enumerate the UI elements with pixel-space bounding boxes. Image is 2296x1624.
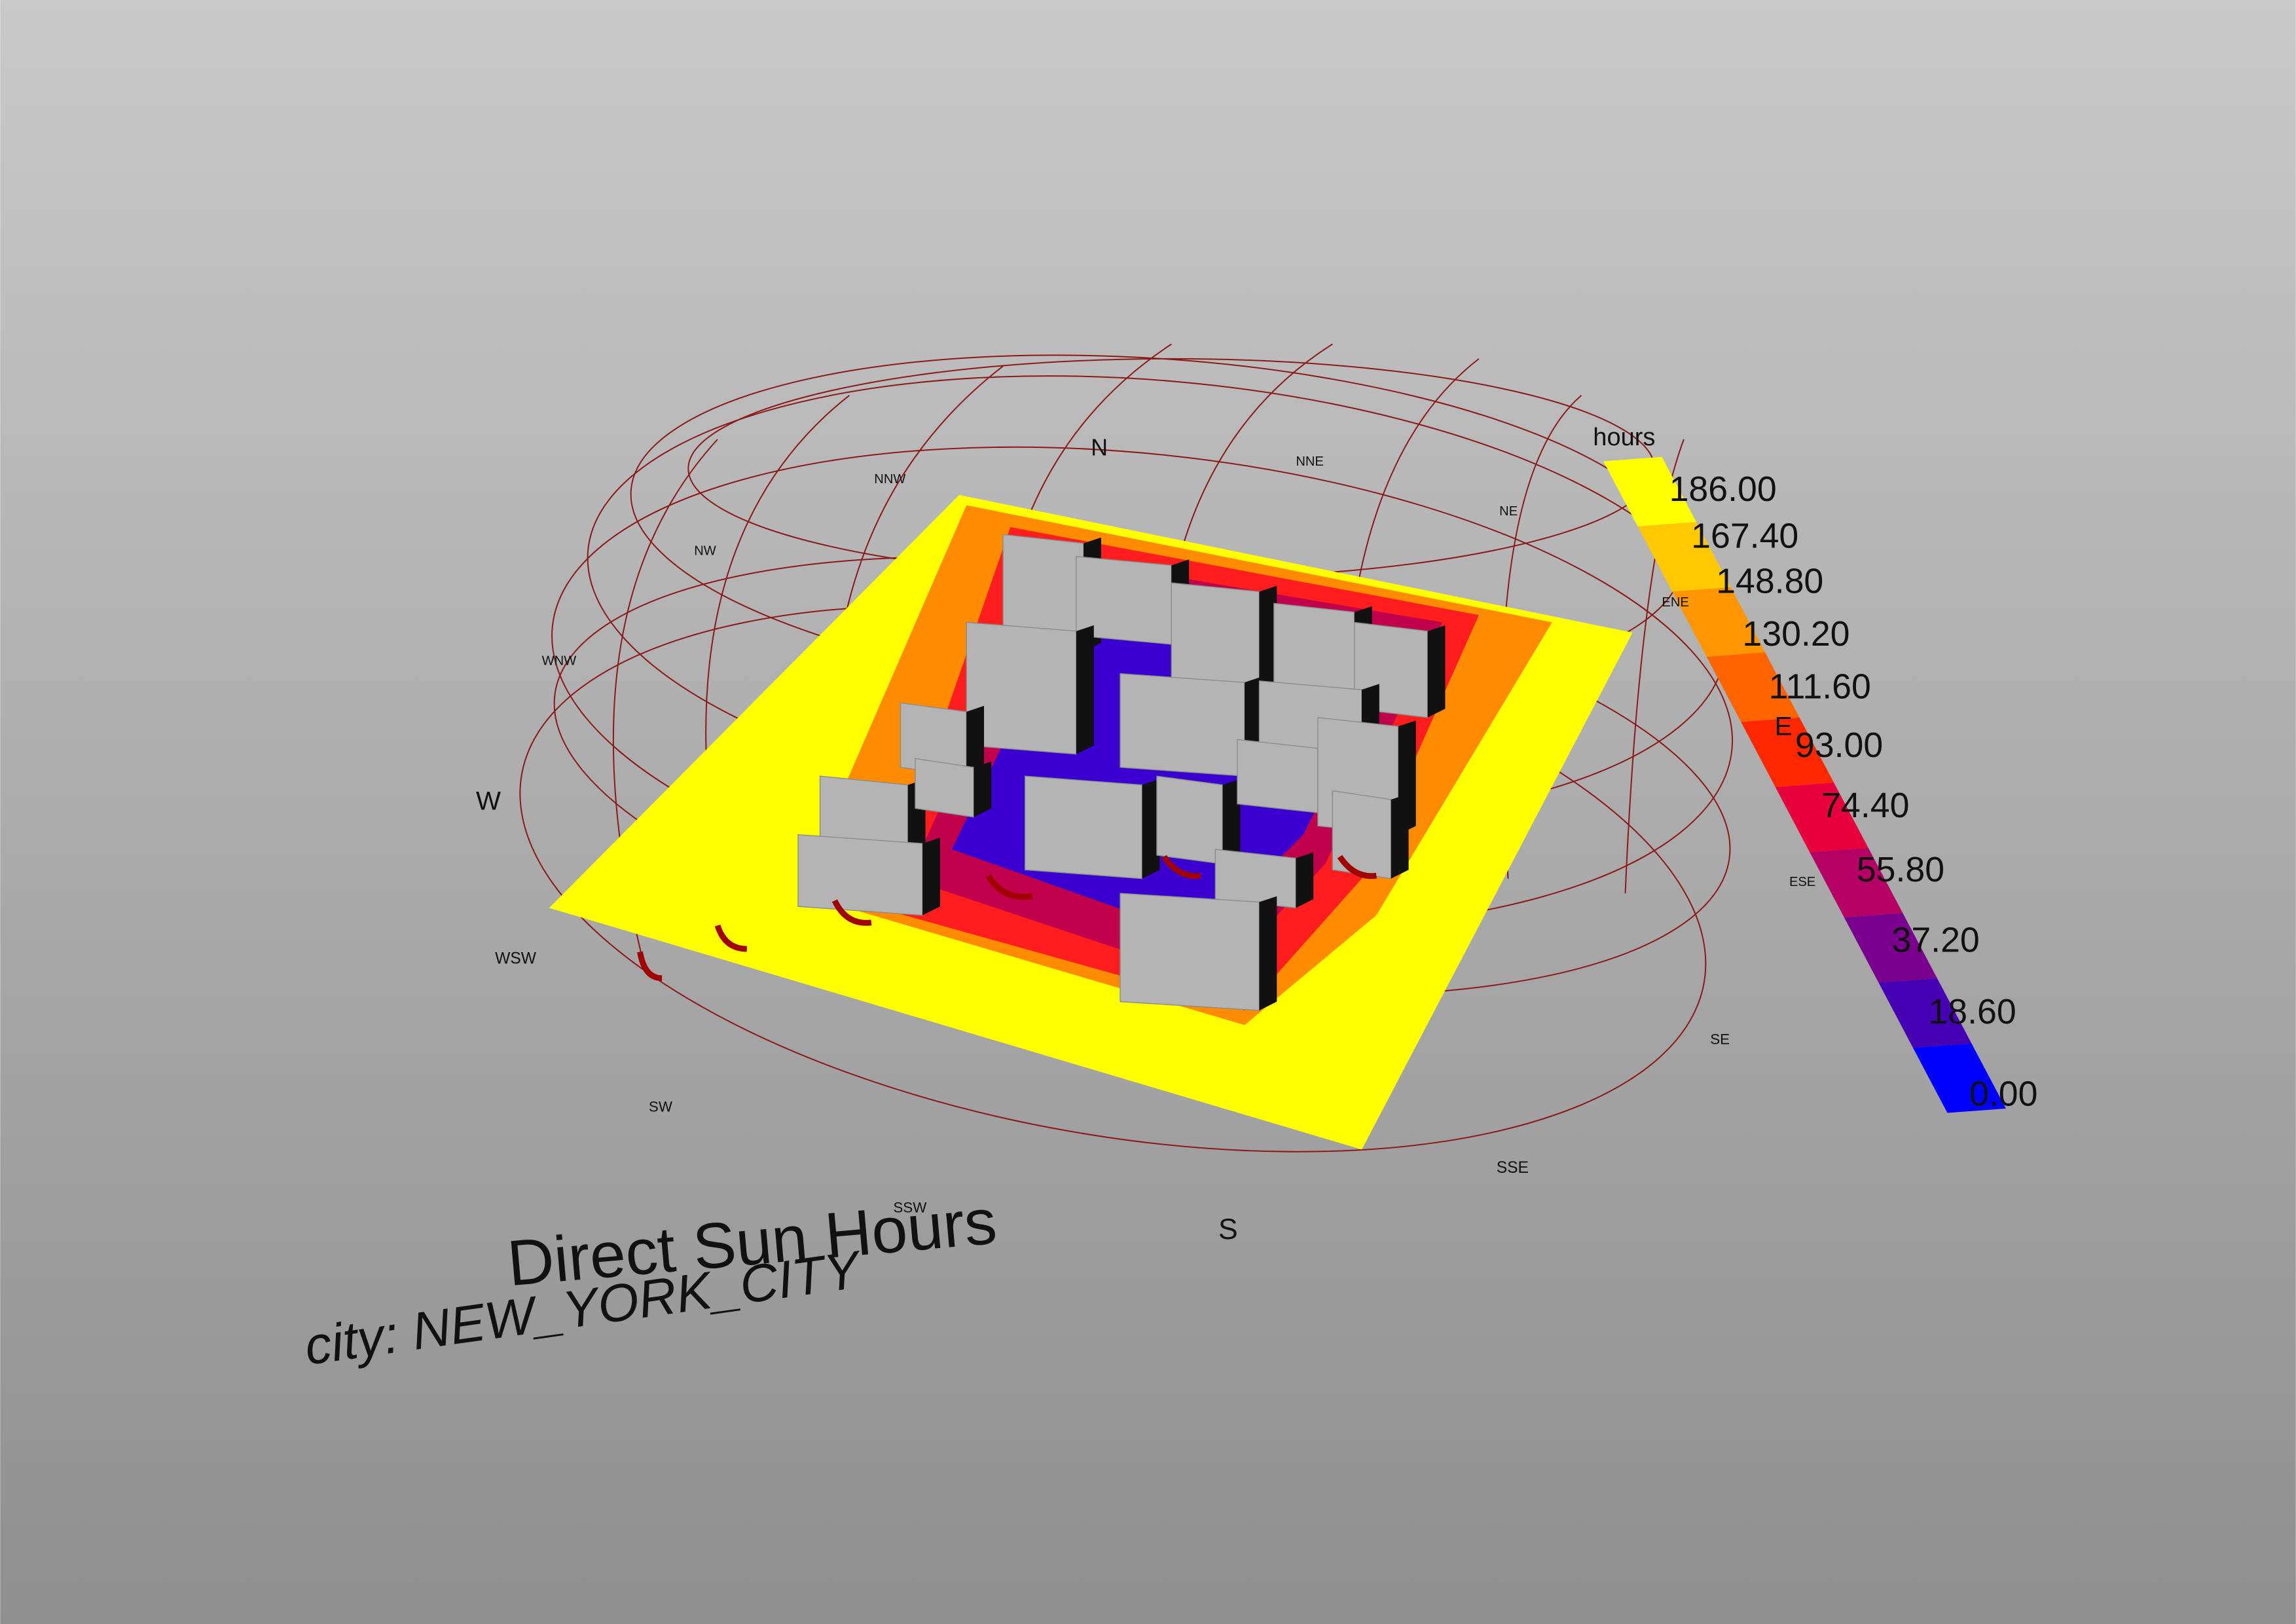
building-top: [1332, 790, 1392, 879]
compass-label: N: [1091, 434, 1108, 460]
buildings: [797, 534, 1446, 1011]
building-side: [1259, 896, 1277, 1011]
compass-label: NW: [694, 544, 716, 559]
legend: hours 186.00 167.40 148.80 130.20 111.60 93.0…: [1593, 424, 2037, 1114]
legend-label: 167.40: [1691, 516, 1798, 555]
legend-label: 0.00: [1969, 1074, 2037, 1113]
building-top: [1120, 673, 1245, 777]
sun-arcs: [637, 855, 1377, 982]
building-side: [1259, 585, 1277, 693]
building-side: [974, 761, 992, 817]
legend-label: 74.40: [1821, 786, 1909, 825]
legend-swatch: [1741, 717, 1834, 787]
legend-label: 130.20: [1742, 614, 1850, 654]
compass-label: SW: [649, 1098, 673, 1115]
compass-label: SSW: [893, 1200, 927, 1216]
compass-label: NE: [1499, 504, 1518, 519]
legend-label: 37.20: [1892, 921, 1980, 960]
legend-swatch: [1775, 783, 1868, 853]
building-top: [1156, 775, 1224, 865]
building-side: [966, 705, 985, 777]
compass-label: WNW: [542, 654, 577, 668]
legend-swatch: [1844, 913, 1937, 983]
compass-label: NNW: [874, 472, 905, 487]
legend-label: 186.00: [1669, 470, 1777, 509]
building-top: [1024, 775, 1143, 879]
compass-label: WSW: [495, 950, 537, 967]
building-side: [1142, 779, 1160, 879]
compass-label: W: [476, 786, 501, 816]
building-side: [1391, 794, 1409, 879]
building-top: [1120, 893, 1260, 1011]
legend-swatch: [1878, 978, 1972, 1048]
legend-label: 111.60: [1769, 667, 1871, 707]
building-side: [1222, 779, 1241, 864]
building-top: [797, 834, 923, 916]
legend-swatch: [1706, 652, 1800, 722]
building-side: [1076, 625, 1094, 754]
legend-swatch: [1603, 456, 1696, 526]
compass: N NNE NE ENE E ESE SE SSE S SSW SW WSW W WNW NW NNW: [476, 434, 1815, 1245]
legend-label: 148.80: [1716, 562, 1823, 601]
compass-label: E: [1775, 712, 1793, 741]
legend-swatch: [1912, 1043, 2006, 1113]
building-top: [915, 758, 975, 818]
compass-label: ESE: [1789, 875, 1815, 889]
building-top: [1237, 739, 1319, 813]
compass-label: ENE: [1662, 595, 1688, 610]
legend-label: 18.60: [1928, 992, 2016, 1031]
legend-swatch: [1637, 522, 1731, 592]
compass-label: SSE: [1497, 1159, 1529, 1177]
compass-label: S: [1218, 1213, 1238, 1246]
legend-label: 93.00: [1795, 726, 1883, 765]
building-side: [1427, 625, 1446, 718]
building-top: [1171, 582, 1260, 693]
legend-swatch: [1810, 847, 1903, 918]
building-side: [1296, 852, 1314, 908]
legend-title: hours: [1593, 424, 1655, 451]
legend-swatch: [1672, 587, 1766, 657]
building-side: [922, 838, 940, 915]
legend-label: 55.80: [1857, 850, 1944, 889]
compass-label: NNE: [1296, 454, 1323, 469]
building-top: [1214, 849, 1297, 909]
compass-label: SE: [1710, 1031, 1730, 1047]
